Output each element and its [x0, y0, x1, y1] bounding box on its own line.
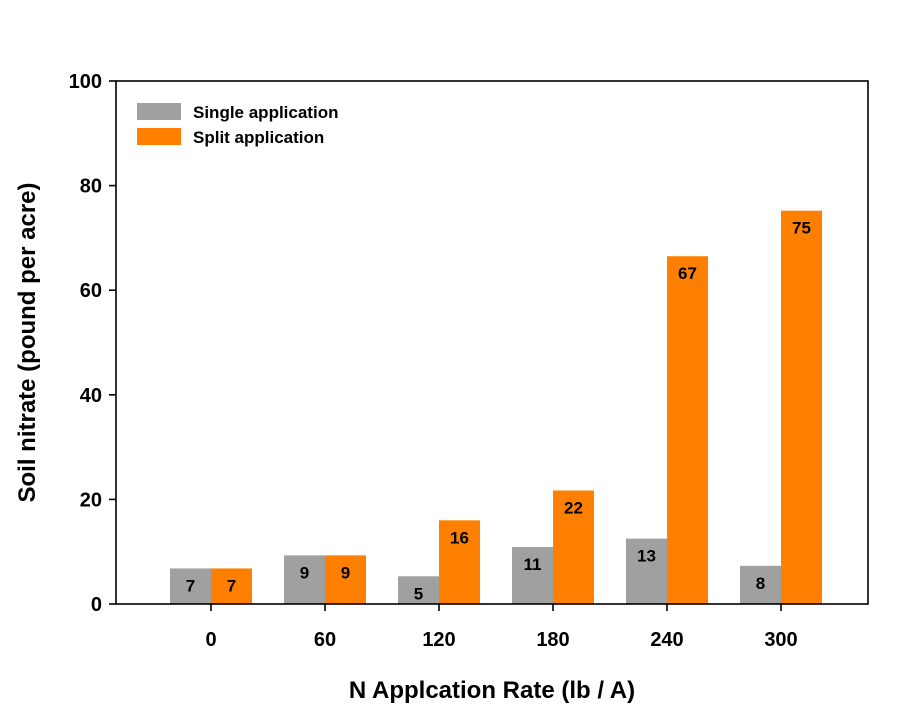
- bar-value-label-single: 9: [300, 563, 309, 582]
- y-tick-label: 0: [91, 594, 102, 616]
- bar-single: [284, 555, 325, 604]
- x-tick-label: 300: [764, 629, 797, 651]
- bars-layer: [170, 210, 822, 605]
- bar-value-label-split: 67: [678, 264, 697, 283]
- bar-split: [211, 568, 252, 604]
- legend-label-single: Single application: [193, 103, 338, 122]
- y-tick-label: 40: [80, 385, 102, 407]
- bar-split: [439, 520, 480, 604]
- x-axis: 0 60 120 180 240 300: [205, 604, 798, 651]
- y-tick-label: 80: [80, 176, 102, 198]
- legend: Single application Split application: [137, 103, 338, 147]
- bar-value-label-split: 75: [792, 219, 811, 238]
- bar-single: [398, 576, 439, 604]
- y-tick-label: 100: [69, 71, 102, 93]
- bar-value-label-single: 5: [414, 584, 423, 603]
- bar-split: [781, 210, 822, 605]
- bar-value-label-split: 9: [341, 563, 350, 582]
- bar-value-label-single: 11: [524, 555, 542, 574]
- x-tick-label: 60: [314, 629, 336, 651]
- bar-single: [626, 538, 667, 604]
- x-tick-label: 120: [422, 629, 455, 651]
- bar-value-label-single: 8: [756, 574, 765, 593]
- bar-value-label-split: 16: [450, 528, 469, 547]
- y-axis-title: Soil nitrate (pound per acre): [14, 182, 41, 502]
- bar-value-label-split: 7: [227, 576, 236, 595]
- bar-single: [740, 565, 781, 604]
- bar-labels-layer: 7 9 5 11 13 8 7 9 16 22 67 75: [186, 219, 811, 604]
- x-tick-label: 0: [205, 629, 216, 651]
- bar-split: [553, 490, 594, 604]
- y-axis: 0 20 40 60 80 100: [69, 71, 116, 616]
- plot-frame: [115, 80, 869, 605]
- y-tick-label: 20: [80, 489, 102, 511]
- legend-label-split: Split application: [193, 128, 324, 147]
- x-axis-title: N Applcation Rate (lb / A): [349, 677, 635, 704]
- legend-swatch-split: [137, 128, 181, 145]
- x-tick-label: 240: [650, 629, 683, 651]
- bar-value-label-split: 22: [564, 499, 583, 518]
- y-tick-label: 60: [80, 280, 102, 302]
- bar-single: [170, 568, 211, 604]
- bar-split: [325, 555, 366, 604]
- bar-split: [667, 256, 708, 604]
- bar-value-label-single: 7: [186, 576, 195, 595]
- bar-value-label-single: 13: [637, 547, 656, 566]
- bar-single: [512, 546, 553, 604]
- legend-swatch-single: [137, 103, 181, 120]
- x-tick-label: 180: [536, 629, 569, 651]
